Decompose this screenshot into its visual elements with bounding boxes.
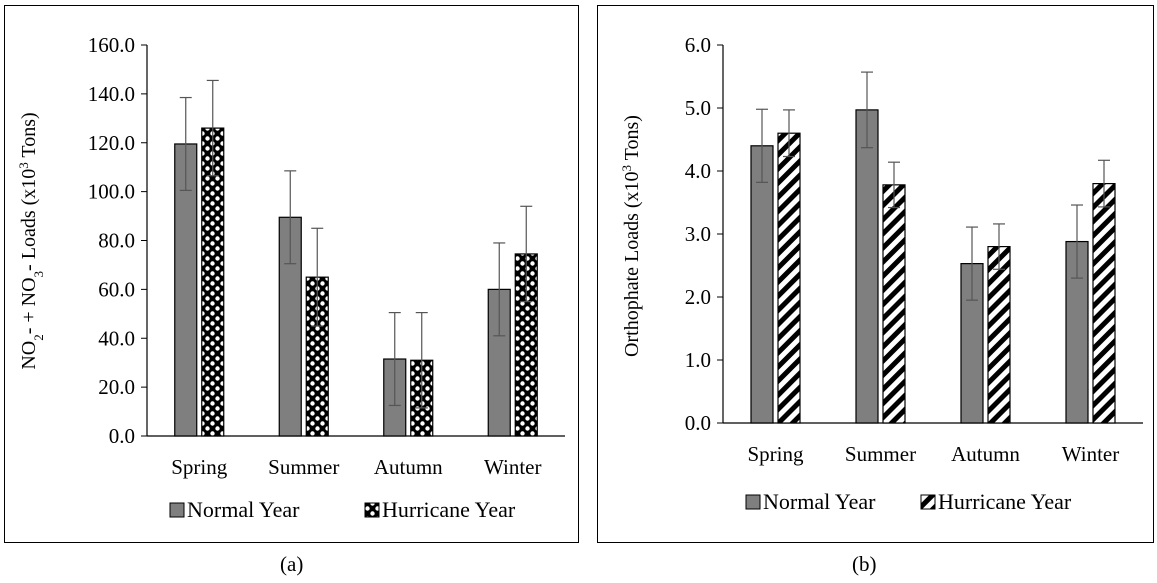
x-tick-label: Summer: [268, 455, 339, 479]
y-tick-label: 6.0: [685, 33, 711, 57]
x-tick-label: Summer: [845, 442, 916, 466]
y-tick-label: 3.0: [685, 222, 711, 246]
y-tick-label: 4.0: [685, 159, 711, 183]
x-tick-label: Autumn: [374, 455, 443, 479]
y-axis-label: Orthophate Loads (x103 Tons): [619, 115, 644, 357]
bar-solid-summer: [855, 109, 879, 424]
x-tick-label: Winter: [484, 455, 541, 479]
y-tick-label: 120.0: [88, 131, 135, 155]
y-axis-label: NO2- + NO3- Loads (x103 Tons): [16, 112, 46, 369]
x-tick-label: Spring: [171, 455, 228, 479]
panel-label-b: (b): [852, 552, 877, 576]
y-tick-label: 0.0: [109, 424, 135, 448]
bar-diagonal-winter: [1092, 183, 1116, 424]
x-tick-label: Winter: [1062, 442, 1119, 466]
y-tick-label: 20.0: [98, 375, 135, 399]
legend-swatch: [169, 502, 185, 518]
legend-entry: Hurricane Year: [382, 497, 516, 522]
legend-entry: Hurricane Year: [938, 489, 1072, 514]
y-tick-label: 2.0: [685, 285, 711, 309]
chart-a-svg: 0.0 20.0 40.0 60.0 80.0 100.0 120.0 140.0 160.0 S…: [16, 33, 565, 522]
bar-solid-spring: [750, 145, 774, 424]
legend-swatch: [920, 494, 936, 510]
y-tick-label: 40.0: [98, 326, 135, 350]
chart-b-svg: 0.0 1.0 2.0 3.0 4.0 5.0 6.0 Spring Summer Autumn W…: [619, 33, 1143, 514]
legend-swatch: [364, 502, 380, 518]
x-tick-label: Autumn: [951, 442, 1020, 466]
y-tick-label: 140.0: [88, 82, 135, 106]
legend-entry: Normal Year: [187, 497, 300, 522]
y-tick-label: 0.0: [685, 411, 711, 435]
chart-panel-b: 0.0 1.0 2.0 3.0 4.0 5.0 6.0 Spring Summer Autumn W…: [597, 5, 1154, 543]
chart-panel-a: 0.0 20.0 40.0 60.0 80.0 100.0 120.0 140.0 160.0 S…: [4, 5, 579, 543]
bar-diagonal-spring: [777, 132, 801, 424]
y-tick-label: 80.0: [98, 229, 135, 253]
panel-label-a: (a): [280, 552, 304, 576]
bar-diagonal-autumn: [987, 246, 1011, 424]
y-tick-label: 60.0: [98, 277, 135, 301]
legend-swatch: [745, 494, 761, 510]
y-tick-label: 160.0: [88, 33, 135, 57]
x-tick-label: Spring: [747, 442, 804, 466]
bar-diagonal-summer: [882, 184, 906, 424]
y-tick-label: 1.0: [685, 348, 711, 372]
y-tick-label: 100.0: [88, 180, 135, 204]
legend-entry: Normal Year: [763, 489, 876, 514]
y-tick-label: 5.0: [685, 96, 711, 120]
